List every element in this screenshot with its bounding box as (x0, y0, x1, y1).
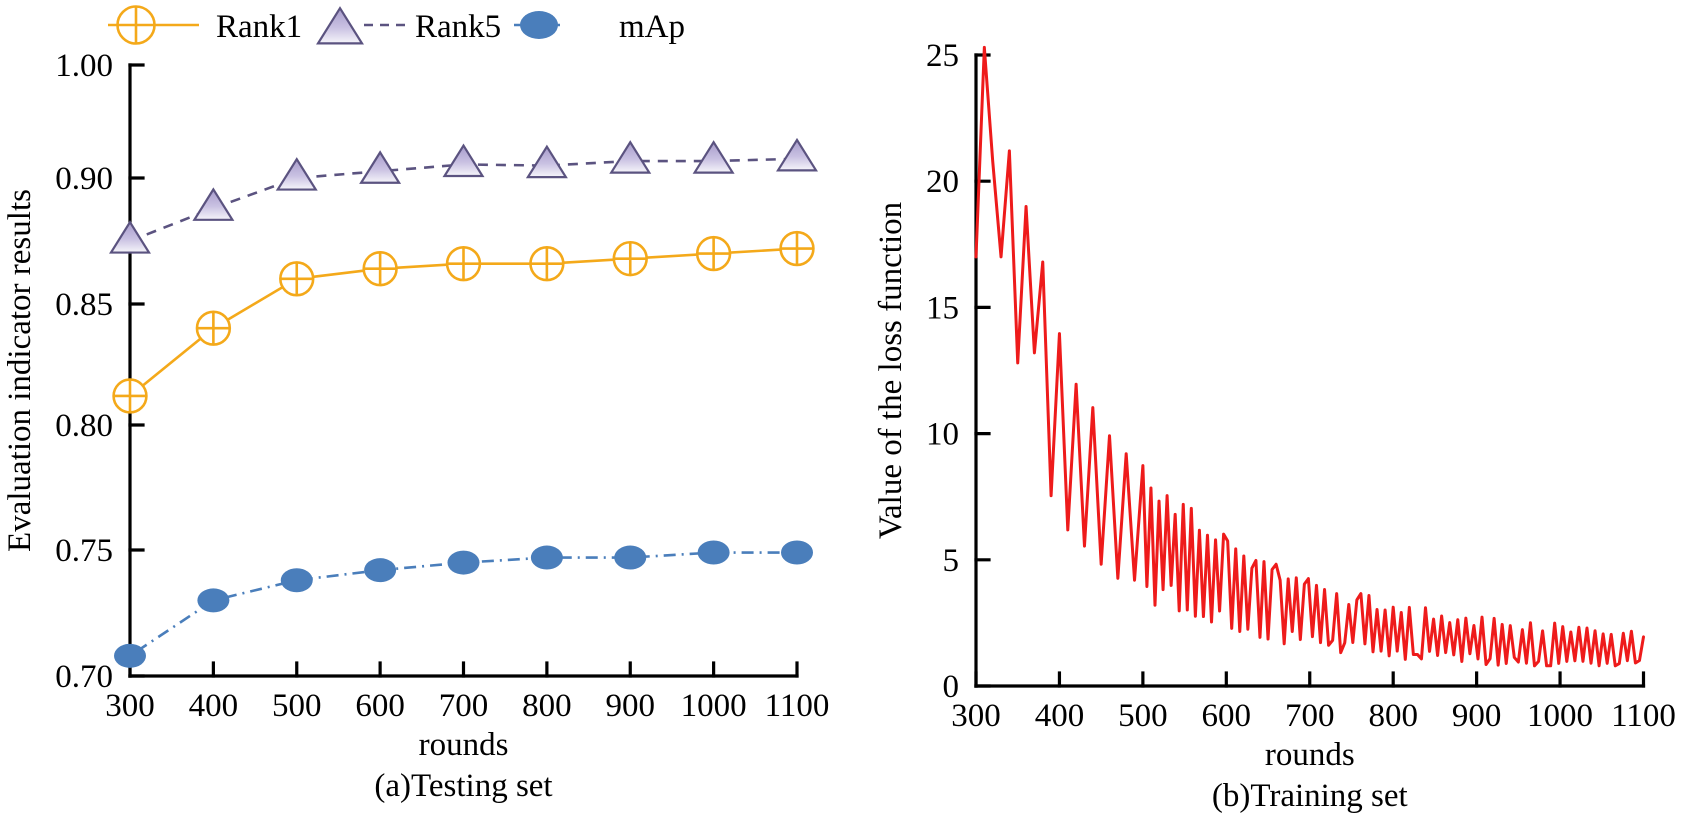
svg-text:5: 5 (943, 543, 960, 579)
svg-text:(a)Testing set: (a)Testing set (374, 768, 552, 804)
svg-text:400: 400 (189, 688, 239, 724)
svg-text:500: 500 (272, 688, 322, 724)
svg-text:(b)Training set: (b)Training set (1212, 778, 1408, 813)
svg-text:15: 15 (926, 290, 959, 326)
svg-text:10: 10 (926, 417, 959, 453)
svg-text:1000: 1000 (1527, 698, 1593, 734)
svg-text:Rank1: Rank1 (216, 9, 302, 45)
svg-text:800: 800 (522, 688, 572, 724)
svg-text:300: 300 (951, 698, 1001, 734)
svg-text:800: 800 (1368, 698, 1418, 734)
svg-text:1.00: 1.00 (55, 48, 113, 84)
svg-text:700: 700 (439, 688, 489, 724)
svg-text:900: 900 (1452, 698, 1502, 734)
svg-text:0.85: 0.85 (55, 287, 113, 323)
svg-text:1000: 1000 (681, 688, 747, 724)
svg-text:400: 400 (1035, 698, 1085, 734)
svg-text:25: 25 (926, 38, 959, 74)
svg-text:0.80: 0.80 (55, 408, 113, 444)
svg-text:600: 600 (1202, 698, 1252, 734)
svg-text:20: 20 (926, 164, 959, 200)
svg-text:rounds: rounds (419, 727, 509, 763)
svg-text:1100: 1100 (1611, 698, 1676, 734)
svg-text:1100: 1100 (765, 688, 830, 724)
svg-text:300: 300 (105, 688, 155, 724)
svg-text:mAp: mAp (619, 9, 685, 45)
svg-text:0.90: 0.90 (55, 161, 113, 197)
svg-text:rounds: rounds (1265, 737, 1355, 773)
svg-text:0.75: 0.75 (55, 533, 113, 569)
svg-text:Value of the loss function: Value of the loss function (873, 202, 909, 539)
svg-text:900: 900 (606, 688, 656, 724)
svg-text:600: 600 (355, 688, 405, 724)
svg-text:500: 500 (1118, 698, 1168, 734)
svg-text:Evaluation indicator results: Evaluation indicator results (2, 189, 38, 552)
svg-text:700: 700 (1285, 698, 1335, 734)
svg-text:Rank5: Rank5 (415, 9, 501, 45)
